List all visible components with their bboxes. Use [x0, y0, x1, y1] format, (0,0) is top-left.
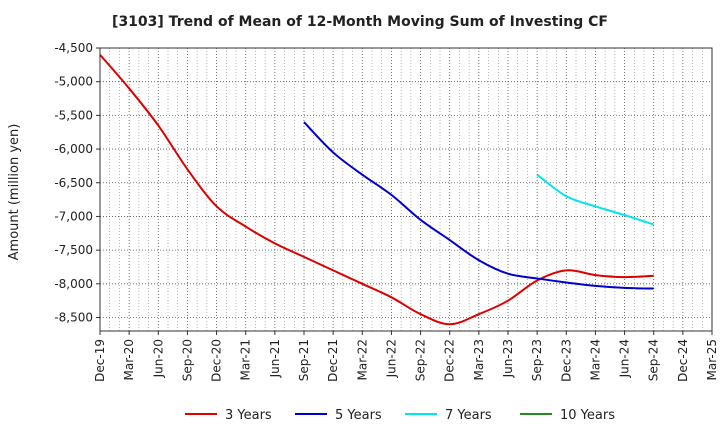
- x-tick-label: Jun-23: [501, 339, 515, 378]
- x-tick-label: Mar-25: [705, 339, 719, 380]
- plot-frame: [99, 47, 713, 332]
- x-tick-label: Sep-21: [297, 339, 311, 381]
- y-tick-label: -6,000: [54, 142, 93, 156]
- y-axis-ticks: -4,500 -5,000 -5,500 -6,000 -6,500 -7,000 -7,5…: [54, 41, 100, 325]
- legend-label: 5 Years: [335, 408, 382, 423]
- y-tick-label: -7,000: [54, 209, 93, 223]
- x-tick-label: Dec-21: [326, 339, 340, 382]
- x-tick-label: Sep-20: [180, 339, 194, 381]
- legend-item-5-years: 5 Years: [295, 408, 382, 423]
- y-tick-label: -7,500: [54, 243, 93, 257]
- x-tick-label: Dec-22: [443, 339, 457, 382]
- series-line-3-years: [99, 54, 654, 326]
- legend-item-10-years: 10 Years: [520, 408, 615, 423]
- x-tick-label: Mar-20: [122, 339, 136, 380]
- legend: 3 Years 5 Years 7 Years 10 Years: [185, 408, 615, 423]
- x-tick-label: Mar-24: [588, 339, 602, 380]
- series-line-5-years: [303, 121, 654, 290]
- x-tick-label: Dec-24: [676, 339, 690, 382]
- legend-item-3-years: 3 Years: [185, 408, 272, 423]
- y-tick-label: -5,000: [54, 75, 93, 89]
- legend-label: 3 Years: [225, 408, 272, 423]
- y-axis-label: Amount (million yen): [7, 124, 22, 261]
- x-tick-label: Jun-22: [384, 339, 398, 378]
- x-tick-label: Mar-21: [239, 339, 253, 380]
- x-tick-label: Jun-24: [618, 339, 632, 378]
- y-tick-label: -8,500: [54, 311, 93, 325]
- series-layer: [99, 54, 655, 326]
- y-tick-label: -5,500: [54, 108, 93, 122]
- x-tick-label: Mar-22: [355, 339, 369, 380]
- series-line-7-years: [536, 173, 655, 226]
- x-tick-label: Mar-23: [472, 339, 486, 380]
- y-tick-label: -6,500: [54, 176, 93, 190]
- x-grid: [109, 48, 703, 331]
- x-tick-label: Dec-23: [559, 339, 573, 382]
- legend-label: 7 Years: [445, 408, 492, 423]
- chart-title: [3103] Trend of Mean of 12-Month Moving …: [112, 14, 608, 30]
- x-axis-ticks: Dec-19 Mar-20 Jun-20 Sep-20 Dec-20 Mar-21 Jun-…: [93, 331, 719, 382]
- y-tick-label: -8,000: [54, 277, 93, 291]
- x-tick-label: Sep-24: [647, 339, 661, 381]
- x-tick-label: Dec-19: [93, 339, 107, 382]
- y-grid: [100, 47, 712, 318]
- x-tick-label: Jun-20: [151, 339, 165, 378]
- legend-label: 10 Years: [560, 408, 615, 423]
- x-tick-label: Sep-22: [414, 339, 428, 381]
- x-tick-label: Sep-23: [530, 339, 544, 381]
- x-tick-label: Dec-20: [210, 339, 224, 382]
- legend-item-7-years: 7 Years: [405, 408, 492, 423]
- x-tick-label: Jun-21: [268, 339, 282, 378]
- y-tick-label: -4,500: [54, 41, 93, 55]
